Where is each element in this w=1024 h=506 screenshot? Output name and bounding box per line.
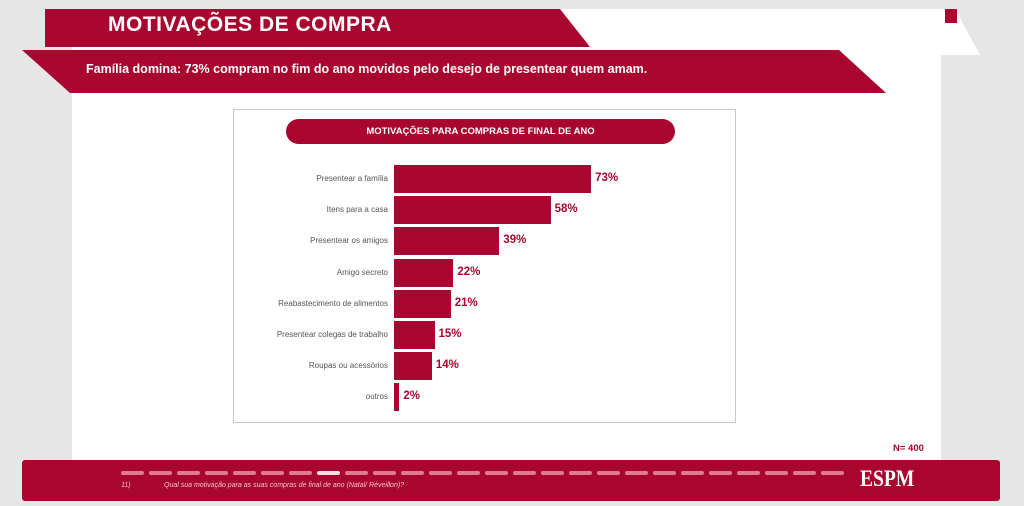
- question-text: Qual sua motivação para as suas compras …: [164, 482, 405, 489]
- progress-dash: [401, 471, 424, 475]
- value-label: 39%: [503, 234, 527, 247]
- progress-dash: [681, 471, 704, 475]
- progress-dash: [793, 471, 816, 475]
- progress-dash: [121, 471, 144, 475]
- progress-dash: [429, 471, 452, 475]
- bar: [394, 165, 592, 193]
- category-label: Reabastecimento de alimentos: [278, 298, 388, 308]
- progress-dash: [597, 471, 620, 475]
- progress-dash: [513, 471, 536, 475]
- progress-dash: [569, 471, 592, 475]
- progress-dash: [205, 471, 228, 475]
- progress-indicator: [121, 471, 844, 475]
- progress-dash: [261, 471, 284, 475]
- chart: MOTIVAÇÕES PARA COMPRAS DE FINAL DE ANO …: [233, 109, 736, 423]
- progress-dash: [653, 471, 676, 475]
- bar: [394, 196, 551, 225]
- header-corner: [945, 9, 957, 23]
- progress-dash: [373, 471, 396, 475]
- category-label: Roupas ou acessórios: [308, 361, 388, 371]
- question-number: 11): [121, 482, 131, 489]
- bar: [394, 289, 451, 318]
- progress-dash: [709, 471, 732, 475]
- progress-dash: [345, 471, 368, 475]
- progress-dash: [625, 471, 648, 475]
- progress-dash: [317, 471, 340, 475]
- category-label: Presentear colegas de trabalho: [276, 330, 388, 339]
- title-band: [45, 9, 590, 47]
- progress-dash: [821, 471, 844, 475]
- progress-dash: [765, 471, 788, 475]
- progress-dash: [289, 471, 312, 475]
- bar: [394, 258, 454, 287]
- category-label: Presentear a família: [316, 174, 388, 183]
- progress-dash: [737, 471, 760, 475]
- subtitle-band: [22, 50, 886, 93]
- value-label: 14%: [435, 359, 459, 372]
- bar: [394, 383, 400, 412]
- page-title: MOTIVAÇÕES DE COMPRA: [108, 13, 392, 36]
- category-label: Presentear os amigos: [310, 236, 388, 246]
- value-label: 73%: [595, 172, 619, 184]
- category-label: Itens para a casa: [326, 205, 388, 215]
- header-decoration: [555, 9, 980, 55]
- sample-size: N= 400: [893, 443, 924, 454]
- progress-dash: [541, 471, 564, 475]
- value-label: 22%: [457, 265, 481, 278]
- progress-dash: [457, 471, 480, 475]
- category-label: outros: [365, 392, 388, 402]
- progress-dash: [485, 471, 508, 475]
- progress-dash: [177, 471, 200, 475]
- page-subtitle: Família domina: 73% compram no fim do an…: [86, 62, 648, 76]
- value-label: 2%: [403, 390, 421, 403]
- progress-dash: [233, 471, 256, 475]
- footer: 11) Qual sua motivação para as suas comp…: [22, 460, 1000, 501]
- chart-title: MOTIVAÇÕES PARA COMPRAS DE FINAL DE ANO: [286, 119, 675, 144]
- value-label: 15%: [438, 328, 462, 340]
- bar: [394, 352, 432, 381]
- value-label: 21%: [454, 296, 478, 309]
- progress-dash: [149, 471, 172, 475]
- bar: [394, 227, 500, 256]
- bar: [394, 321, 435, 349]
- espm-logo: ESPM: [860, 466, 915, 491]
- value-label: 58%: [554, 203, 578, 216]
- category-label: Amigo secreto: [336, 267, 388, 277]
